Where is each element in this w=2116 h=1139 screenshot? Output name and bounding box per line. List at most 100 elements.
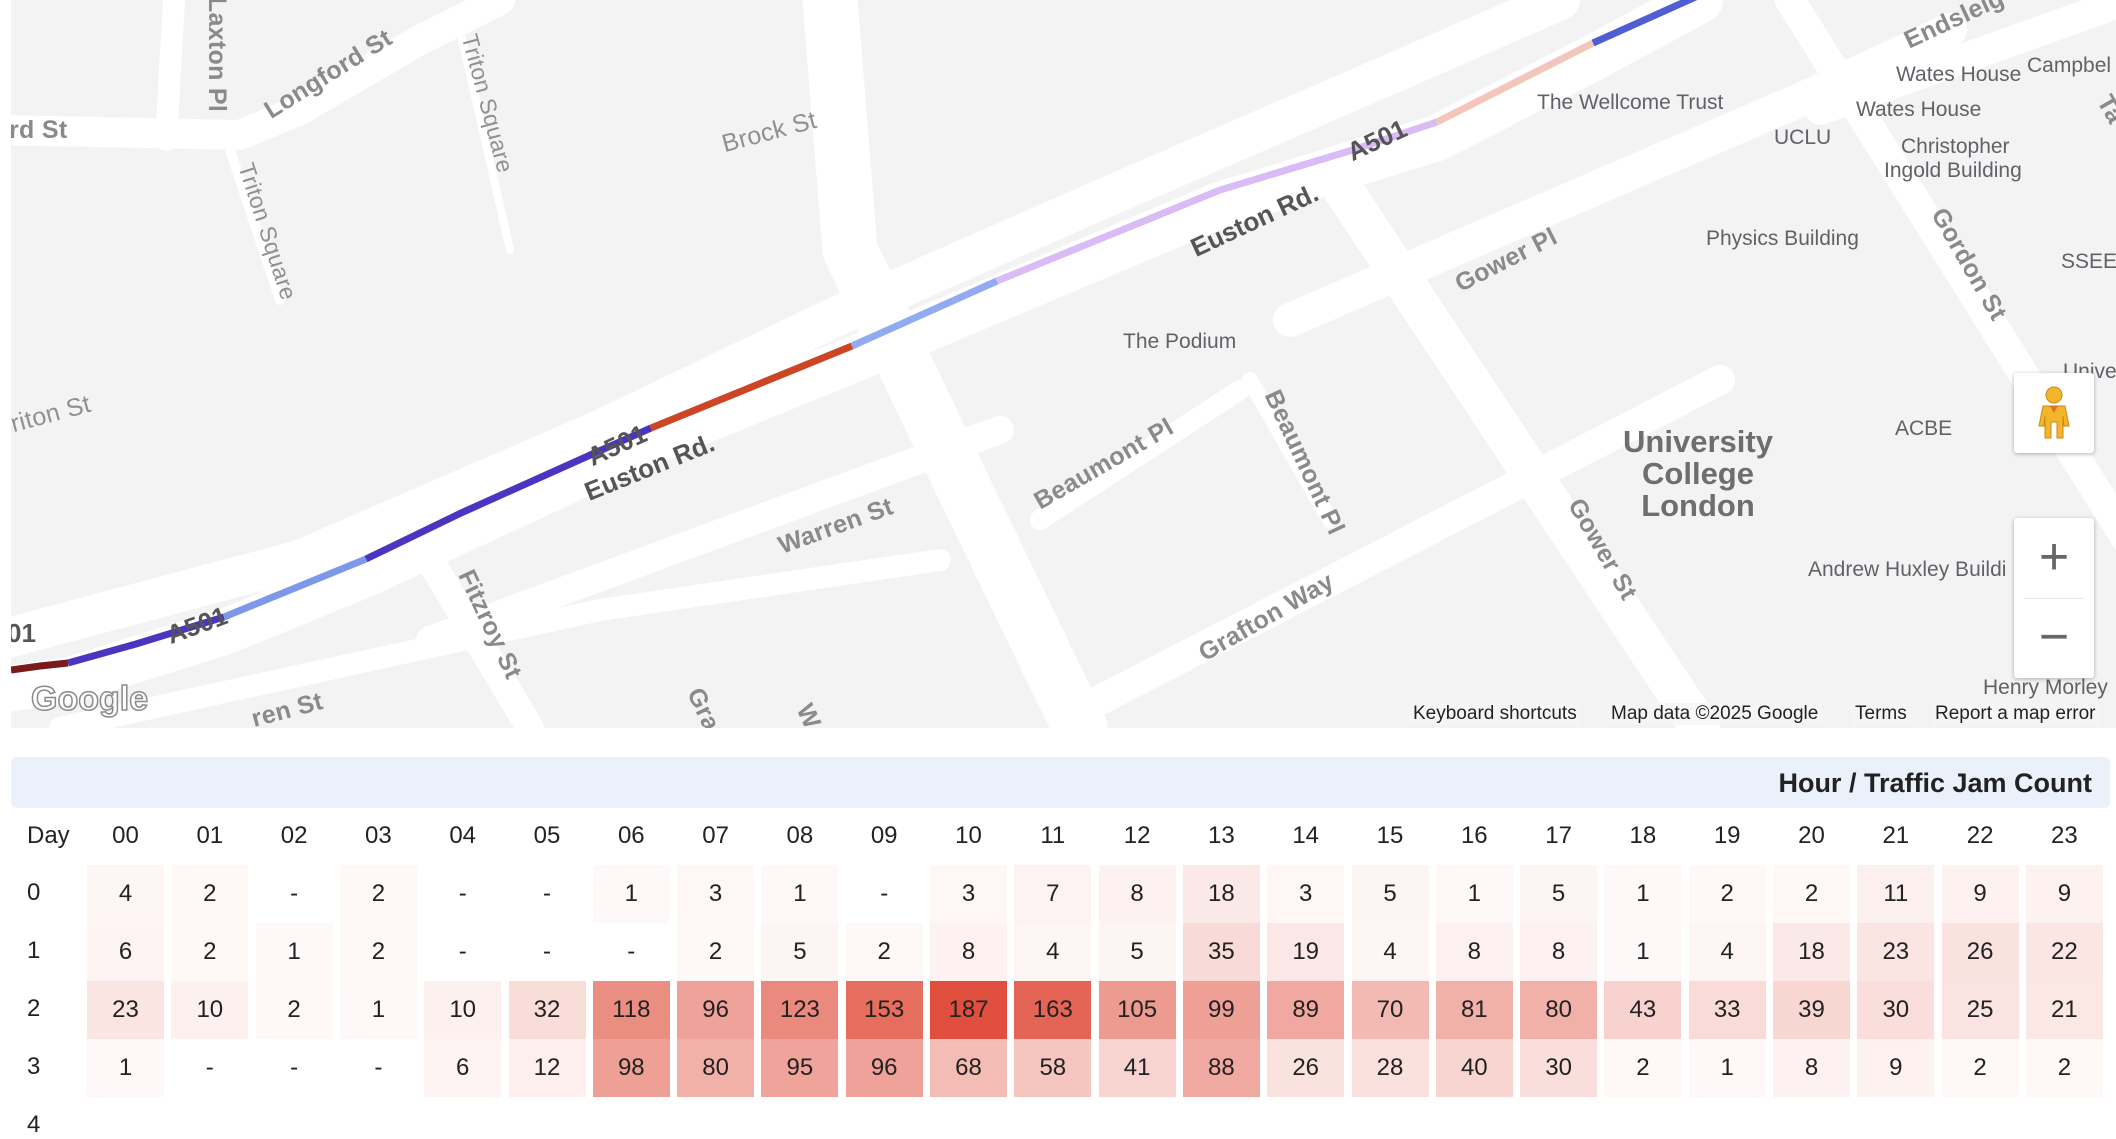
heatmap-cell: -: [543, 880, 551, 907]
heatmap-cell: 18: [1773, 923, 1850, 981]
heatmap-cell: 41: [1098, 1039, 1176, 1097]
heatmap-cell: 8: [930, 923, 1007, 981]
table-title: Hour / Traffic Jam Count: [1778, 768, 2092, 798]
heatmap-cell: 7: [1014, 865, 1092, 923]
heatmap-cell: 1: [339, 981, 417, 1039]
hour-header: 01: [196, 822, 224, 849]
zoom-in-button[interactable]: +: [2038, 528, 2070, 586]
route-segment: [11, 659, 69, 674]
pegman-button[interactable]: [2014, 373, 2094, 453]
heatmap-cell: 2: [171, 865, 249, 923]
heatmap-cell: 22: [2025, 923, 2103, 981]
hour-header: 15: [1376, 822, 1404, 849]
heatmap-cell: -: [880, 880, 889, 907]
divider: [2024, 598, 2084, 599]
heatmap-cell: 123: [761, 981, 839, 1039]
day-column-header: Day: [27, 822, 70, 849]
heatmap-cell: 6: [87, 923, 164, 981]
hour-header: 02: [280, 822, 308, 849]
map-data-attribution: Map data ©2025 Google: [1607, 703, 1823, 725]
table-title-bar: Hour / Traffic Jam Count: [11, 757, 2110, 808]
heatmap-cell: 9: [1941, 865, 2019, 923]
heatmap-cell: 80: [1520, 981, 1598, 1039]
heatmap-cell: 96: [677, 981, 755, 1039]
route-segment: [1591, 0, 1698, 47]
poi-label: ACBE: [1895, 417, 1953, 440]
heatmap-cell: 5: [1351, 865, 1429, 923]
road-grafton: [1085, 365, 1735, 715]
heatmap-cell: 23: [1857, 923, 1935, 981]
street-label: Laxton Pl: [203, 0, 232, 113]
heatmap-cell: 1: [255, 923, 333, 981]
road-endsleigh: [1805, 0, 2116, 125]
heatmap-cell: 23: [87, 981, 164, 1039]
heatmap-cell: 5: [761, 923, 839, 981]
heatmap-cell: 9: [1857, 1039, 1935, 1097]
poi-label: Henry Morley: [1983, 676, 2108, 699]
heatmap-cell: -: [543, 938, 551, 965]
heatmap-cell: 1: [1604, 923, 1682, 981]
heatmap-cell: 4: [1014, 923, 1092, 981]
hour-header: 22: [1966, 822, 1994, 849]
route-segment: [364, 424, 653, 563]
heatmap-cell: 187: [930, 981, 1007, 1039]
heatmap-cell: 8: [1773, 1039, 1850, 1097]
heatmap-cell: 4: [1688, 923, 1766, 981]
terms-link[interactable]: Terms: [1851, 703, 1911, 725]
heatmap-cell: 1: [1604, 865, 1682, 923]
heatmap-cell: 19: [1267, 923, 1345, 981]
heatmap-cell: 26: [1267, 1039, 1345, 1097]
heatmap-cell: 30: [1520, 1039, 1598, 1097]
road-label: 01: [11, 618, 36, 648]
heatmap-cell: 2: [171, 923, 249, 981]
hour-header: 07: [702, 822, 729, 849]
heatmap-cell: 10: [424, 981, 502, 1039]
hour-header: 16: [1460, 822, 1488, 849]
hour-header: 00: [112, 822, 139, 849]
poi-label: UCLU: [1774, 126, 1832, 149]
pegman-icon: [2038, 386, 2070, 439]
heatmap-cell: 1: [87, 1039, 164, 1097]
heatmap-cell: 2: [845, 923, 923, 981]
day-label: 0: [27, 879, 41, 906]
hour-header: 12: [1123, 822, 1151, 849]
keyboard-shortcuts-link[interactable]: Keyboard shortcuts: [1409, 703, 1581, 725]
heatmap-cell: 3: [930, 865, 1007, 923]
route-segment: [222, 555, 368, 621]
map[interactable]: Laxton Pl rd St Longford St Triton Squar…: [11, 0, 2116, 728]
heatmap-cell: -: [374, 1054, 383, 1081]
heatmap-cell: 5: [1520, 865, 1598, 923]
hour-header: 10: [955, 822, 982, 849]
heatmap-cell: 18: [1182, 865, 1260, 923]
heatmap-cell: 9: [2025, 865, 2103, 923]
campus-label-line: College: [1642, 456, 1754, 491]
heatmap-cell: 88: [1182, 1039, 1260, 1097]
heatmap-cell: 58: [1014, 1039, 1092, 1097]
heatmap-cell: 2: [1604, 1039, 1682, 1097]
heatmap-cell: 96: [845, 1039, 923, 1097]
heatmap-cell: 2: [677, 923, 755, 981]
zoom-out-button[interactable]: −: [2038, 608, 2070, 666]
heatmap-cell: 2: [339, 865, 417, 923]
heatmap-cell: 8: [1435, 923, 1513, 981]
hour-header: 09: [870, 822, 898, 849]
heatmap-cell: 39: [1773, 981, 1850, 1039]
campus-label-line: University: [1623, 424, 1773, 459]
heatmap-cell: 95: [761, 1039, 839, 1097]
heatmap-cell: 12: [508, 1039, 586, 1097]
poi-label: The Wellcome Trust: [1537, 91, 1724, 114]
hour-header: 13: [1208, 822, 1235, 849]
campus-label-line: London: [1641, 488, 1755, 523]
hour-header: 08: [786, 822, 814, 849]
heatmap-cell: 89: [1267, 981, 1345, 1039]
heatmap-cell: 68: [930, 1039, 1007, 1097]
heatmap-cell: 1: [592, 865, 670, 923]
traffic-route: [11, 0, 1698, 674]
heatmap-cell: 2: [1941, 1039, 2019, 1097]
day-label: 4: [27, 1111, 41, 1138]
heatmap-cell: 163: [1014, 981, 1092, 1039]
hour-header: 04: [449, 822, 477, 849]
heatmap-cell: 4: [87, 865, 164, 923]
report-error-link[interactable]: Report a map error: [1931, 703, 2100, 725]
hour-header: 17: [1545, 822, 1572, 849]
